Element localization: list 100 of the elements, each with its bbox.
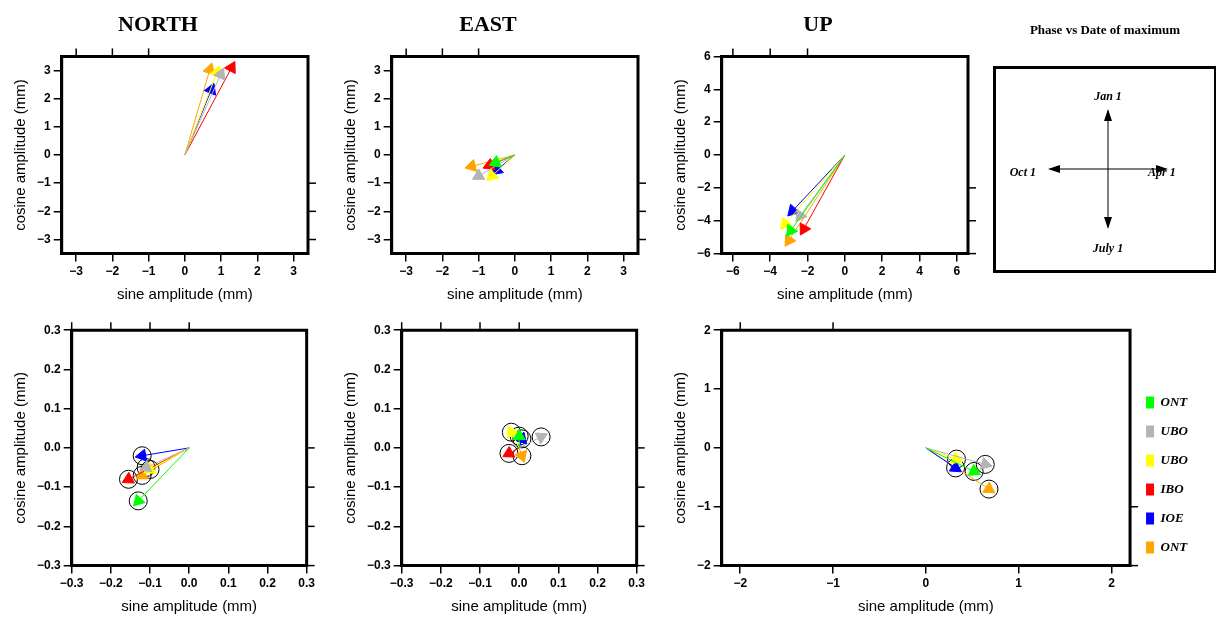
y-tick-label: 0.2	[44, 361, 62, 376]
y-tick-label: 0	[373, 147, 381, 162]
x-tick-label: −2	[733, 576, 748, 591]
text: July 1	[1092, 241, 1124, 256]
y-tick-label: −0.3	[36, 557, 61, 572]
legend-label: UBO	[1160, 422, 1189, 438]
y-tick-label: 6	[703, 48, 711, 63]
y-axis-title: cosine amplitude (mm)	[341, 372, 359, 524]
x-tick-label: 0.1	[549, 576, 567, 591]
x-axis-title: sine amplitude (mm)	[116, 285, 253, 303]
y-tick-label: −2	[696, 180, 711, 195]
x-tick-label: 0	[922, 576, 930, 591]
x-tick-label: −1	[141, 264, 156, 279]
x-axis-title: sine amplitude (mm)	[451, 597, 588, 615]
y-tick-label: 2	[43, 90, 51, 105]
x-tick-label: −1	[826, 576, 841, 591]
y-axis-title: cosine amplitude (mm)	[11, 372, 29, 524]
chart-title: EAST	[459, 10, 518, 36]
x-tick-label: −2	[435, 264, 450, 279]
x-tick-label: −3	[399, 264, 414, 279]
y-tick-label: 2	[703, 322, 711, 337]
x-tick-label: −0.2	[429, 576, 454, 591]
text: Oct 1	[1009, 165, 1036, 180]
x-tick-label: 4	[916, 264, 924, 279]
x-tick-label: 1	[217, 264, 225, 279]
x-tick-label: −0.3	[59, 576, 84, 591]
y-tick-label: 0.1	[374, 400, 392, 415]
x-tick-label: 2	[1108, 576, 1116, 591]
chart-title: NORTH	[118, 10, 198, 36]
y-tick-label: 0.1	[44, 400, 62, 415]
y-tick-label: −1	[366, 175, 381, 190]
y-tick-label: 2	[703, 114, 711, 129]
y-axis-title: cosine amplitude (mm)	[671, 79, 689, 231]
x-tick-label: 0.3	[628, 576, 646, 591]
y-tick-label: −0.2	[366, 518, 391, 533]
y-tick-label: 0	[43, 147, 51, 162]
x-tick-label: 0.0	[510, 576, 528, 591]
x-tick-label: −4	[763, 264, 778, 279]
y-tick-label: −3	[366, 231, 381, 246]
x-tick-label: −6	[726, 264, 741, 279]
legend-label: UBO	[1160, 451, 1189, 467]
text: Jan 1	[1094, 89, 1122, 104]
x-tick-label: 0	[841, 264, 849, 279]
y-tick-label: 0	[703, 440, 711, 455]
y-tick-label: 1	[703, 381, 711, 396]
x-tick-label: −0.3	[389, 576, 414, 591]
x-tick-label: 1	[547, 264, 555, 279]
x-axis-title: sine amplitude (mm)	[121, 597, 258, 615]
y-tick-label: −0.1	[366, 479, 391, 494]
y-tick-label: −2	[366, 203, 381, 218]
y-tick-label: 3	[373, 62, 381, 77]
x-tick-label: 2	[583, 264, 591, 279]
chart-title: UP	[803, 10, 833, 36]
x-tick-label: 0	[511, 264, 519, 279]
y-tick-label: 0.0	[374, 440, 392, 455]
x-tick-label: 6	[953, 264, 961, 279]
x-tick-label: −2	[800, 264, 815, 279]
legend-label: ONT	[1160, 538, 1189, 554]
x-tick-label: −3	[69, 264, 84, 279]
y-tick-label: −0.1	[36, 479, 61, 494]
y-tick-label: 0.3	[44, 322, 62, 337]
x-tick-label: 0.1	[219, 576, 237, 591]
x-tick-label: 2	[878, 264, 886, 279]
x-axis-title: sine amplitude (mm)	[776, 285, 913, 303]
y-tick-label: −0.3	[366, 557, 391, 572]
y-axis-title: cosine amplitude (mm)	[341, 79, 359, 231]
x-tick-label: −2	[105, 264, 120, 279]
y-tick-label: 2	[373, 90, 381, 105]
y-tick-label: −1	[36, 175, 51, 190]
y-axis-title: cosine amplitude (mm)	[671, 372, 689, 524]
legend-label: IOE	[1159, 509, 1184, 525]
y-tick-label: −4	[696, 213, 711, 228]
y-tick-label: 0.2	[374, 361, 392, 376]
legend-label: ONT	[1160, 393, 1189, 409]
x-tick-label: −0.2	[99, 576, 124, 591]
y-tick-label: 4	[703, 81, 711, 96]
y-tick-label: 1	[43, 119, 51, 134]
x-tick-label: −0.1	[468, 576, 493, 591]
x-tick-label: 0	[181, 264, 189, 279]
x-axis-title: sine amplitude (mm)	[446, 285, 583, 303]
y-axis-title: cosine amplitude (mm)	[11, 79, 29, 231]
x-tick-label: 3	[290, 264, 298, 279]
y-tick-label: −2	[696, 557, 711, 572]
y-tick-label: −1	[696, 499, 711, 514]
y-tick-label: −0.2	[36, 518, 61, 533]
y-tick-label: −3	[36, 231, 51, 246]
y-tick-label: −6	[696, 245, 711, 260]
x-tick-label: 0.3	[298, 576, 316, 591]
x-tick-label: −1	[471, 264, 486, 279]
x-tick-label: −0.1	[138, 576, 163, 591]
x-axis-title: sine amplitude (mm)	[857, 597, 994, 615]
x-tick-label: 2	[253, 264, 261, 279]
x-tick-label: 3	[620, 264, 628, 279]
legend-label: IBO	[1159, 480, 1185, 496]
x-tick-label: 1	[1015, 576, 1023, 591]
x-tick-label: 0.2	[589, 576, 607, 591]
y-tick-label: 3	[43, 62, 51, 77]
x-tick-label: 0.0	[180, 576, 198, 591]
y-tick-label: 1	[373, 119, 381, 134]
text: Phase vs Date of maximum	[1028, 22, 1182, 39]
